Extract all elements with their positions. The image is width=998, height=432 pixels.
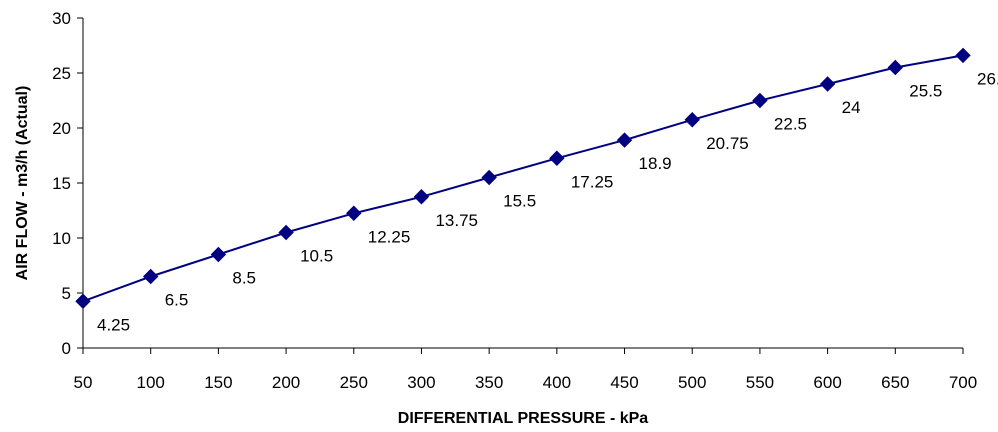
x-tick-label: 600 xyxy=(813,373,841,392)
y-axis-title: AIR FLOW - m3/h (Actual) xyxy=(14,86,31,281)
x-tick-label: 50 xyxy=(74,373,93,392)
data-label: 15.5 xyxy=(503,192,536,211)
data-label: 12.25 xyxy=(368,227,411,246)
x-tick-label: 650 xyxy=(881,373,909,392)
data-label: 20.75 xyxy=(706,134,749,153)
data-point xyxy=(142,268,159,285)
data-point xyxy=(413,189,430,205)
x-tick-label: 550 xyxy=(746,373,774,392)
y-tick-label: 30 xyxy=(52,9,71,28)
axes xyxy=(82,18,963,349)
x-tick-label: 250 xyxy=(340,373,368,392)
x-ticks: 50 100 150 200 250 300 350 400 450 500 550 600 650 70… xyxy=(74,348,977,392)
data-label: 10.5 xyxy=(300,247,333,266)
data-label: 4.25 xyxy=(97,315,130,334)
x-tick-label: 500 xyxy=(678,373,706,392)
data-point xyxy=(75,293,91,309)
data-point xyxy=(955,47,971,64)
data-label: 26.6 xyxy=(977,69,998,88)
data-point xyxy=(819,76,836,92)
y-ticks: 0 5 10 15 20 25 30 xyxy=(52,9,83,358)
data-point xyxy=(481,169,497,186)
data-label: 24 xyxy=(842,98,861,117)
x-tick-label: 400 xyxy=(543,373,571,392)
data-point xyxy=(210,246,227,263)
series-line xyxy=(82,54,964,303)
data-point xyxy=(684,112,700,128)
y-tick-label: 25 xyxy=(52,64,71,83)
data-point xyxy=(549,150,565,166)
x-tick-label: 100 xyxy=(137,373,165,392)
x-axis-title: DIFFERENTIAL PRESSURE - kPa xyxy=(398,410,649,427)
data-point xyxy=(278,224,294,241)
series-group: 4.25 6.5 8.5 10.5 12.25 13.75 15.5 17.25 18.9 20.… xyxy=(75,47,998,334)
y-tick-label: 0 xyxy=(62,339,71,358)
x-tick-label: 300 xyxy=(407,373,435,392)
data-label: 13.75 xyxy=(435,211,478,230)
y-tick-label: 20 xyxy=(52,119,71,138)
data-label: 22.5 xyxy=(774,115,807,134)
data-label: 6.5 xyxy=(165,291,189,310)
data-point xyxy=(887,59,904,76)
x-tick-label: 200 xyxy=(272,373,300,392)
x-tick-label: 700 xyxy=(949,373,977,392)
data-label: 17.25 xyxy=(571,172,614,191)
x-tick-label: 150 xyxy=(204,373,232,392)
data-point xyxy=(346,205,362,221)
data-label: 25.5 xyxy=(909,82,942,101)
data-point xyxy=(752,92,768,109)
y-tick-label: 5 xyxy=(62,284,71,303)
x-tick-label: 450 xyxy=(610,373,638,392)
y-tick-label: 15 xyxy=(52,174,71,193)
y-tick-label: 10 xyxy=(52,229,71,248)
data-label: 8.5 xyxy=(232,269,256,288)
x-tick-label: 350 xyxy=(475,373,503,392)
data-label: 18.9 xyxy=(639,154,672,173)
data-point xyxy=(616,132,633,148)
